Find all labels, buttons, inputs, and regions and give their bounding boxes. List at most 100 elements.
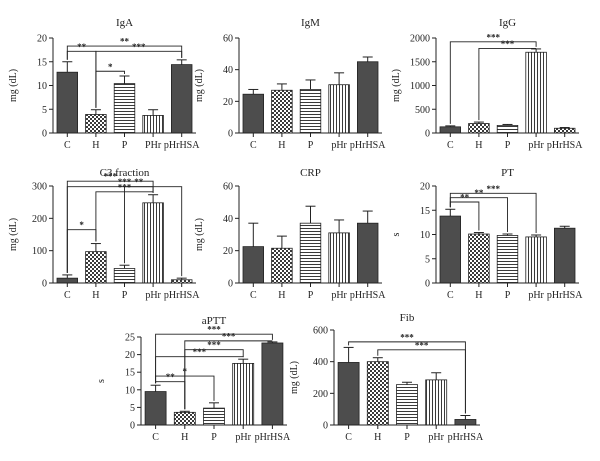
- significance-bracket: [478, 48, 537, 121]
- y-axis-label: mg (dL): [8, 69, 19, 102]
- y-tick-label: 1500: [410, 57, 430, 68]
- x-tick-label: C: [447, 290, 454, 301]
- significance-label: **: [120, 37, 130, 47]
- significance-bracket: [449, 41, 537, 124]
- y-axis-label: s: [391, 232, 402, 236]
- significance-label: ***: [222, 331, 236, 341]
- chart-title: C3 fraction: [100, 167, 150, 179]
- y-tick-label: 20: [125, 350, 135, 361]
- x-tick-label: pHr: [528, 140, 544, 151]
- y-tick-label: 100: [32, 246, 47, 257]
- bar-C: [56, 71, 78, 134]
- y-tick-label: 0: [42, 279, 47, 290]
- y-tick-label: 200: [32, 214, 47, 225]
- y-tick-label: 60: [223, 182, 233, 193]
- y-tick-label: 1000: [410, 81, 430, 92]
- x-tick-label: pHrHSA: [164, 140, 200, 151]
- bar-P: [299, 222, 322, 284]
- x-tick-label: P: [122, 140, 128, 151]
- x-tick-label: P: [505, 140, 511, 151]
- x-tick-label: P: [505, 290, 511, 301]
- x-tick-label: H: [374, 432, 381, 443]
- bar-P: [396, 384, 418, 426]
- x-tick-label: pHr: [145, 290, 161, 301]
- bar-P: [113, 83, 136, 134]
- significance-bracket: [184, 340, 273, 410]
- x-tick-label: pHrHSA: [547, 140, 583, 151]
- bar-pHrHSA: [261, 342, 284, 426]
- significance-label: **: [134, 177, 144, 187]
- x-tick-label: P: [308, 290, 314, 301]
- bar-pHrHSA: [454, 419, 477, 426]
- x-tick-label: pHr: [331, 140, 347, 151]
- x-tick-label: P: [308, 140, 314, 151]
- y-tick-label: 500: [415, 105, 430, 116]
- x-tick-label: C: [447, 140, 454, 151]
- significance-bracket: [377, 349, 466, 414]
- x-tick-label: pHrHSA: [255, 432, 291, 443]
- y-tick-label: 40: [223, 214, 233, 225]
- y-tick-label: 5: [425, 254, 430, 265]
- y-tick-label: 0: [228, 279, 233, 290]
- bar-pHrHSA: [357, 61, 379, 134]
- bar-C: [439, 126, 461, 134]
- y-tick-label: 0: [323, 421, 328, 432]
- y-axis-label: mg (dL): [289, 361, 300, 394]
- x-tick-label: pHr: [428, 432, 444, 443]
- y-tick-label: 60: [223, 34, 233, 45]
- y-tick-label: 20: [223, 97, 233, 108]
- y-axis-label: mg (dL): [391, 69, 402, 102]
- x-tick-label: P: [211, 432, 217, 443]
- y-tick-label: 15: [420, 206, 430, 217]
- x-tick-label: P: [404, 432, 410, 443]
- significance-label: ***: [132, 42, 146, 52]
- significance-label: ***: [486, 32, 500, 42]
- bar-PHr: [142, 115, 164, 134]
- x-tick-label: H: [92, 290, 99, 301]
- bar-H: [468, 233, 490, 284]
- significance-label: ***: [486, 184, 500, 194]
- bar-C: [337, 362, 360, 426]
- bar-P: [496, 125, 519, 134]
- bar-P: [299, 89, 322, 134]
- x-tick-label: pHrHSA: [164, 290, 200, 301]
- significance-label: ***: [207, 325, 221, 335]
- chart-title: CRP: [300, 167, 321, 179]
- significance-bracket: [155, 333, 273, 384]
- bar-H: [85, 251, 107, 284]
- bar-pHrHSA: [357, 222, 379, 284]
- y-tick-label: 5: [42, 105, 47, 116]
- bar-pHrHSA: [171, 64, 193, 134]
- x-tick-label: C: [64, 290, 71, 301]
- bar-H: [173, 411, 196, 426]
- y-tick-label: 2000: [410, 34, 430, 45]
- y-tick-label: 0: [228, 129, 233, 140]
- y-tick-label: 200: [313, 389, 328, 400]
- bar-H: [468, 123, 490, 134]
- x-tick-label: C: [250, 290, 257, 301]
- x-tick-label: H: [475, 290, 482, 301]
- bar-pHr: [525, 51, 547, 134]
- y-tick-label: 15: [37, 57, 47, 68]
- significance-bracket: [124, 186, 154, 264]
- x-tick-label: pHr: [235, 432, 251, 443]
- y-tick-label: 0: [425, 279, 430, 290]
- chart-title: Fib: [400, 312, 415, 324]
- bar-pHrHSA: [554, 127, 576, 134]
- x-tick-label: C: [345, 432, 352, 443]
- chart-title: IgM: [301, 17, 320, 29]
- x-tick-label: pHrHSA: [350, 290, 386, 301]
- bar-pHrHSA: [554, 227, 576, 284]
- y-axis-label: mg (dL): [194, 218, 205, 251]
- significance-bracket: [95, 50, 183, 108]
- bar-pHr: [328, 84, 350, 134]
- significance-label: *: [79, 220, 84, 230]
- y-tick-label: 20: [223, 246, 233, 257]
- y-tick-label: 0: [130, 421, 135, 432]
- significance-label: ***: [193, 347, 207, 357]
